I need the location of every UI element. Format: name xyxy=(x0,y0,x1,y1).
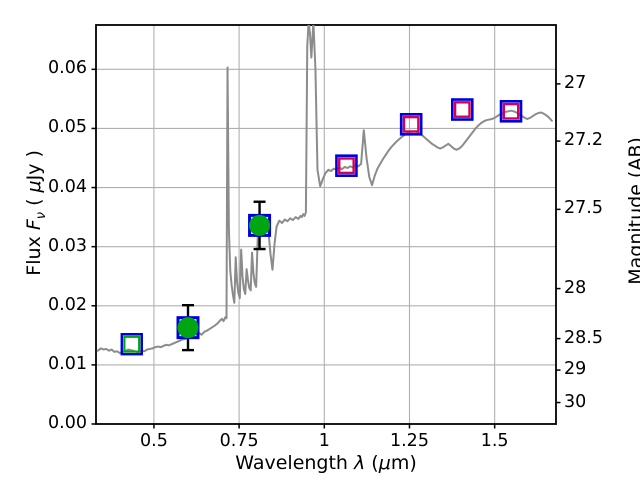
y-tick-label-right: 30 xyxy=(564,391,587,412)
y-tick-label-left: 0.01 xyxy=(48,353,87,374)
y-tick-label-right: 29 xyxy=(564,359,587,380)
marker-filled-circle xyxy=(249,214,271,236)
y-tick-label-right: 27.2 xyxy=(564,130,603,151)
y-tick-label-left: 0.06 xyxy=(48,58,87,79)
marker-open-square-inner xyxy=(123,335,141,353)
marker-model-square-outer xyxy=(335,154,358,177)
axes-frame xyxy=(95,24,557,425)
marker-model-square-outer xyxy=(499,100,523,123)
y-tick-label-right: 28.5 xyxy=(564,327,603,348)
x-tick-label: 1.5 xyxy=(480,431,509,451)
marker-model-square-inner xyxy=(502,102,520,120)
marker-model-square-inner xyxy=(453,101,471,118)
y-tick-label-right: 28 xyxy=(564,277,587,298)
y-axis-label-right: Magnitude (AB) xyxy=(625,137,640,285)
x-tick-label: 0.75 xyxy=(219,431,259,451)
marker-model-square-inner xyxy=(338,157,355,175)
data-markers xyxy=(120,98,523,356)
marker-model-square-inner xyxy=(402,115,420,133)
y-tick-label-left: 0.05 xyxy=(48,117,87,138)
marker-model-square-outer xyxy=(399,113,423,136)
y-tick-label-left: 0.04 xyxy=(48,176,87,197)
model-spectrum-line xyxy=(96,25,553,355)
x-tick-label: 0.5 xyxy=(140,431,168,451)
axis-ticks xyxy=(91,68,561,429)
x-axis-label: Wavelength λ (μm) xyxy=(235,452,417,474)
x-tick-label: 1.25 xyxy=(389,431,429,451)
y-tick-label-left: 0.00 xyxy=(48,413,87,433)
grid-lines xyxy=(96,25,556,424)
marker-model-square-outer xyxy=(450,98,474,121)
spectrum-path xyxy=(96,25,553,355)
plot-frame xyxy=(95,24,557,425)
y-tick-label-left: 0.02 xyxy=(48,294,87,315)
marker-open-square-outer xyxy=(120,333,143,356)
marker-filled-circle xyxy=(177,317,199,339)
y-tick-label-left: 0.03 xyxy=(48,235,87,256)
x-tick-label: 1 xyxy=(318,431,330,451)
y-tick-label-right: 27 xyxy=(564,72,587,93)
y-tick-label-right: 27.5 xyxy=(564,198,603,219)
